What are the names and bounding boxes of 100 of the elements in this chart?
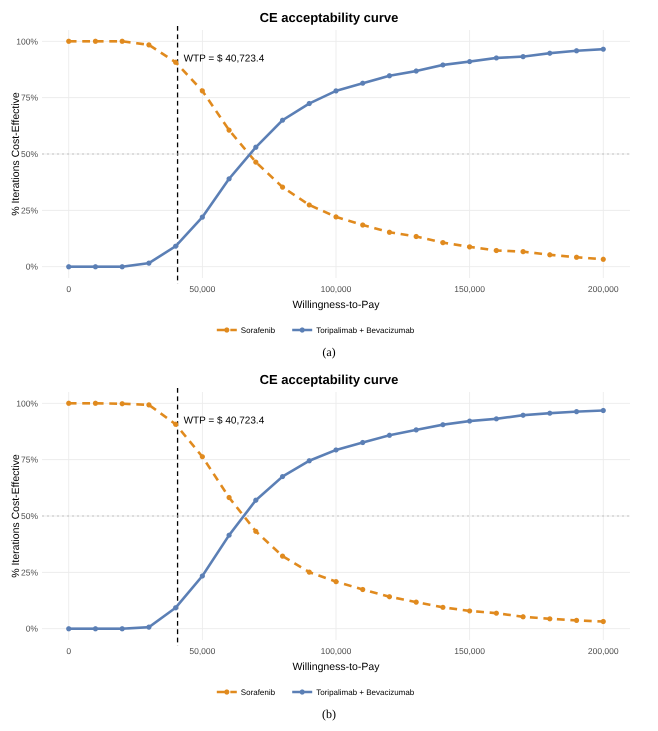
y-tick-label: 100%	[16, 36, 38, 46]
legend-label: Toripalimab + Bevacizumab	[316, 326, 415, 335]
point	[360, 440, 366, 446]
point	[66, 626, 72, 632]
y-axis-title: % Iterations Cost-Effective	[10, 92, 22, 216]
point	[600, 618, 606, 624]
point	[440, 62, 446, 68]
y-tick-label: 75%	[20, 92, 38, 103]
point	[600, 256, 606, 262]
point	[494, 248, 499, 254]
y-tick-label: 50%	[20, 149, 38, 159]
point	[226, 532, 232, 538]
point	[200, 573, 205, 579]
point	[253, 528, 258, 534]
y-tick-label: 25%	[20, 567, 38, 578]
point	[547, 410, 552, 416]
point	[226, 128, 232, 133]
y-axis-title: % Iterations Cost-Effective	[10, 454, 22, 578]
point	[494, 610, 499, 616]
x-tick-label: 50,000	[189, 284, 216, 294]
x-tick-label: 0	[66, 284, 72, 294]
legend-label: Toripalimab + Bevacizumab	[316, 688, 415, 697]
point	[600, 46, 606, 52]
point	[547, 616, 552, 622]
point	[520, 54, 526, 60]
x-axis-title: Willingness-to-Pay	[292, 299, 380, 311]
chart-title: CE acceptability curve	[260, 372, 398, 387]
point	[146, 42, 152, 48]
y-tick-label: 100%	[16, 398, 38, 408]
point	[440, 422, 446, 428]
point	[173, 605, 178, 610]
point	[280, 118, 286, 123]
point	[600, 408, 606, 414]
point	[386, 432, 392, 438]
point	[66, 264, 72, 270]
point	[574, 254, 580, 260]
point	[494, 416, 499, 422]
point	[574, 48, 580, 54]
x-tick-label: 200,000	[588, 646, 619, 656]
point	[467, 608, 472, 614]
point	[306, 570, 312, 575]
x-tick-label: 150,000	[454, 646, 486, 656]
point	[440, 604, 446, 610]
point	[120, 38, 125, 44]
point	[386, 230, 392, 235]
point	[333, 214, 339, 220]
point	[414, 234, 419, 240]
point	[360, 222, 366, 228]
x-tick-label: 0	[66, 646, 72, 656]
point	[92, 38, 98, 44]
point	[467, 418, 472, 424]
point	[360, 80, 366, 86]
point	[92, 264, 98, 270]
point	[66, 400, 72, 406]
legend-label: Sorafenib	[240, 326, 276, 335]
chart-title: CE acceptability curve	[260, 10, 398, 25]
point	[92, 400, 98, 406]
y-tick-label: 50%	[20, 511, 38, 521]
point	[494, 55, 499, 61]
point	[200, 454, 205, 460]
point	[520, 614, 526, 620]
point	[200, 214, 205, 220]
point	[414, 68, 419, 74]
point	[333, 579, 339, 584]
point	[414, 600, 419, 605]
text: (a)	[322, 345, 336, 359]
x-tick-label: 200,000	[588, 284, 619, 294]
point	[226, 494, 232, 500]
ref-line-label: WTP = $ 40,723.4	[184, 54, 265, 65]
point	[574, 618, 580, 623]
text: (b)	[322, 707, 336, 721]
point	[333, 447, 339, 453]
y-tick-label: 0%	[26, 624, 38, 634]
legend-label: Sorafenib	[240, 688, 276, 697]
point	[173, 244, 178, 249]
ref-line-label: WTP = $ 40,723.4	[184, 416, 265, 427]
point	[306, 100, 312, 106]
point	[253, 498, 258, 503]
point	[333, 88, 339, 94]
x-tick-label: 100,000	[320, 646, 352, 656]
point	[66, 38, 72, 44]
point	[146, 624, 152, 630]
point	[92, 626, 98, 632]
point	[440, 240, 446, 246]
point	[386, 73, 392, 78]
point	[146, 402, 152, 408]
point	[306, 458, 312, 464]
point	[520, 249, 526, 254]
point	[173, 60, 178, 65]
point	[120, 264, 125, 270]
x-tick-label: 150,000	[454, 284, 486, 294]
point	[120, 401, 125, 406]
point	[547, 252, 552, 258]
y-tick-label: 75%	[20, 454, 38, 465]
point	[386, 594, 392, 600]
point	[574, 409, 580, 414]
point	[120, 626, 125, 632]
point	[547, 50, 552, 56]
point	[253, 160, 258, 165]
point	[146, 260, 152, 266]
